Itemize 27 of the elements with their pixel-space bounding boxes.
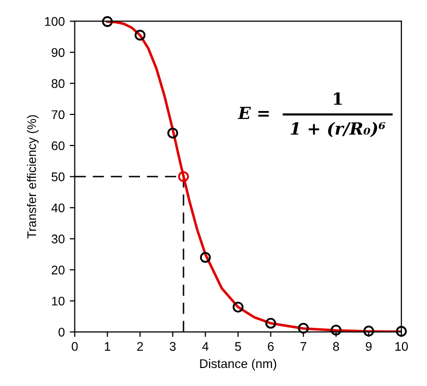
x-tick-label: 10	[395, 342, 408, 351]
x-tick-label: 2	[137, 342, 143, 351]
x-tick-label: 1	[104, 342, 110, 351]
y-tick-label: 80	[52, 79, 65, 88]
y-axis-title: Transfer efficiency (%)	[26, 115, 39, 238]
x-tick-label: 7	[300, 342, 306, 351]
y-tick-label: 60	[52, 141, 65, 150]
x-tick-label: 3	[170, 342, 176, 351]
x-tick-label: 4	[202, 342, 208, 351]
x-tick-label: 5	[235, 342, 242, 351]
x-axis-title: Distance (nm)	[200, 358, 276, 371]
y-tick-label: 90	[52, 48, 65, 57]
annotation: 1	[334, 92, 342, 105]
y-tick-label: 50	[52, 172, 65, 182]
y-tick-label: 70	[52, 110, 65, 120]
y-tick-label: 0	[58, 328, 65, 337]
y-tick-label: 10	[52, 296, 65, 306]
y-tick-label: 30	[52, 234, 65, 244]
annotation: 1 + (r/R₀)⁶	[290, 122, 386, 138]
y-tick-label: 100	[45, 17, 65, 26]
x-tick-label: 6	[268, 342, 274, 351]
y-tick-label: 40	[51, 203, 65, 212]
annotation: E =	[238, 106, 269, 120]
x-tick-label: 0	[72, 342, 78, 351]
y-tick-label: 20	[52, 266, 65, 274]
x-tick-label: 9	[366, 342, 372, 351]
x-tick-label: 8	[333, 342, 339, 351]
